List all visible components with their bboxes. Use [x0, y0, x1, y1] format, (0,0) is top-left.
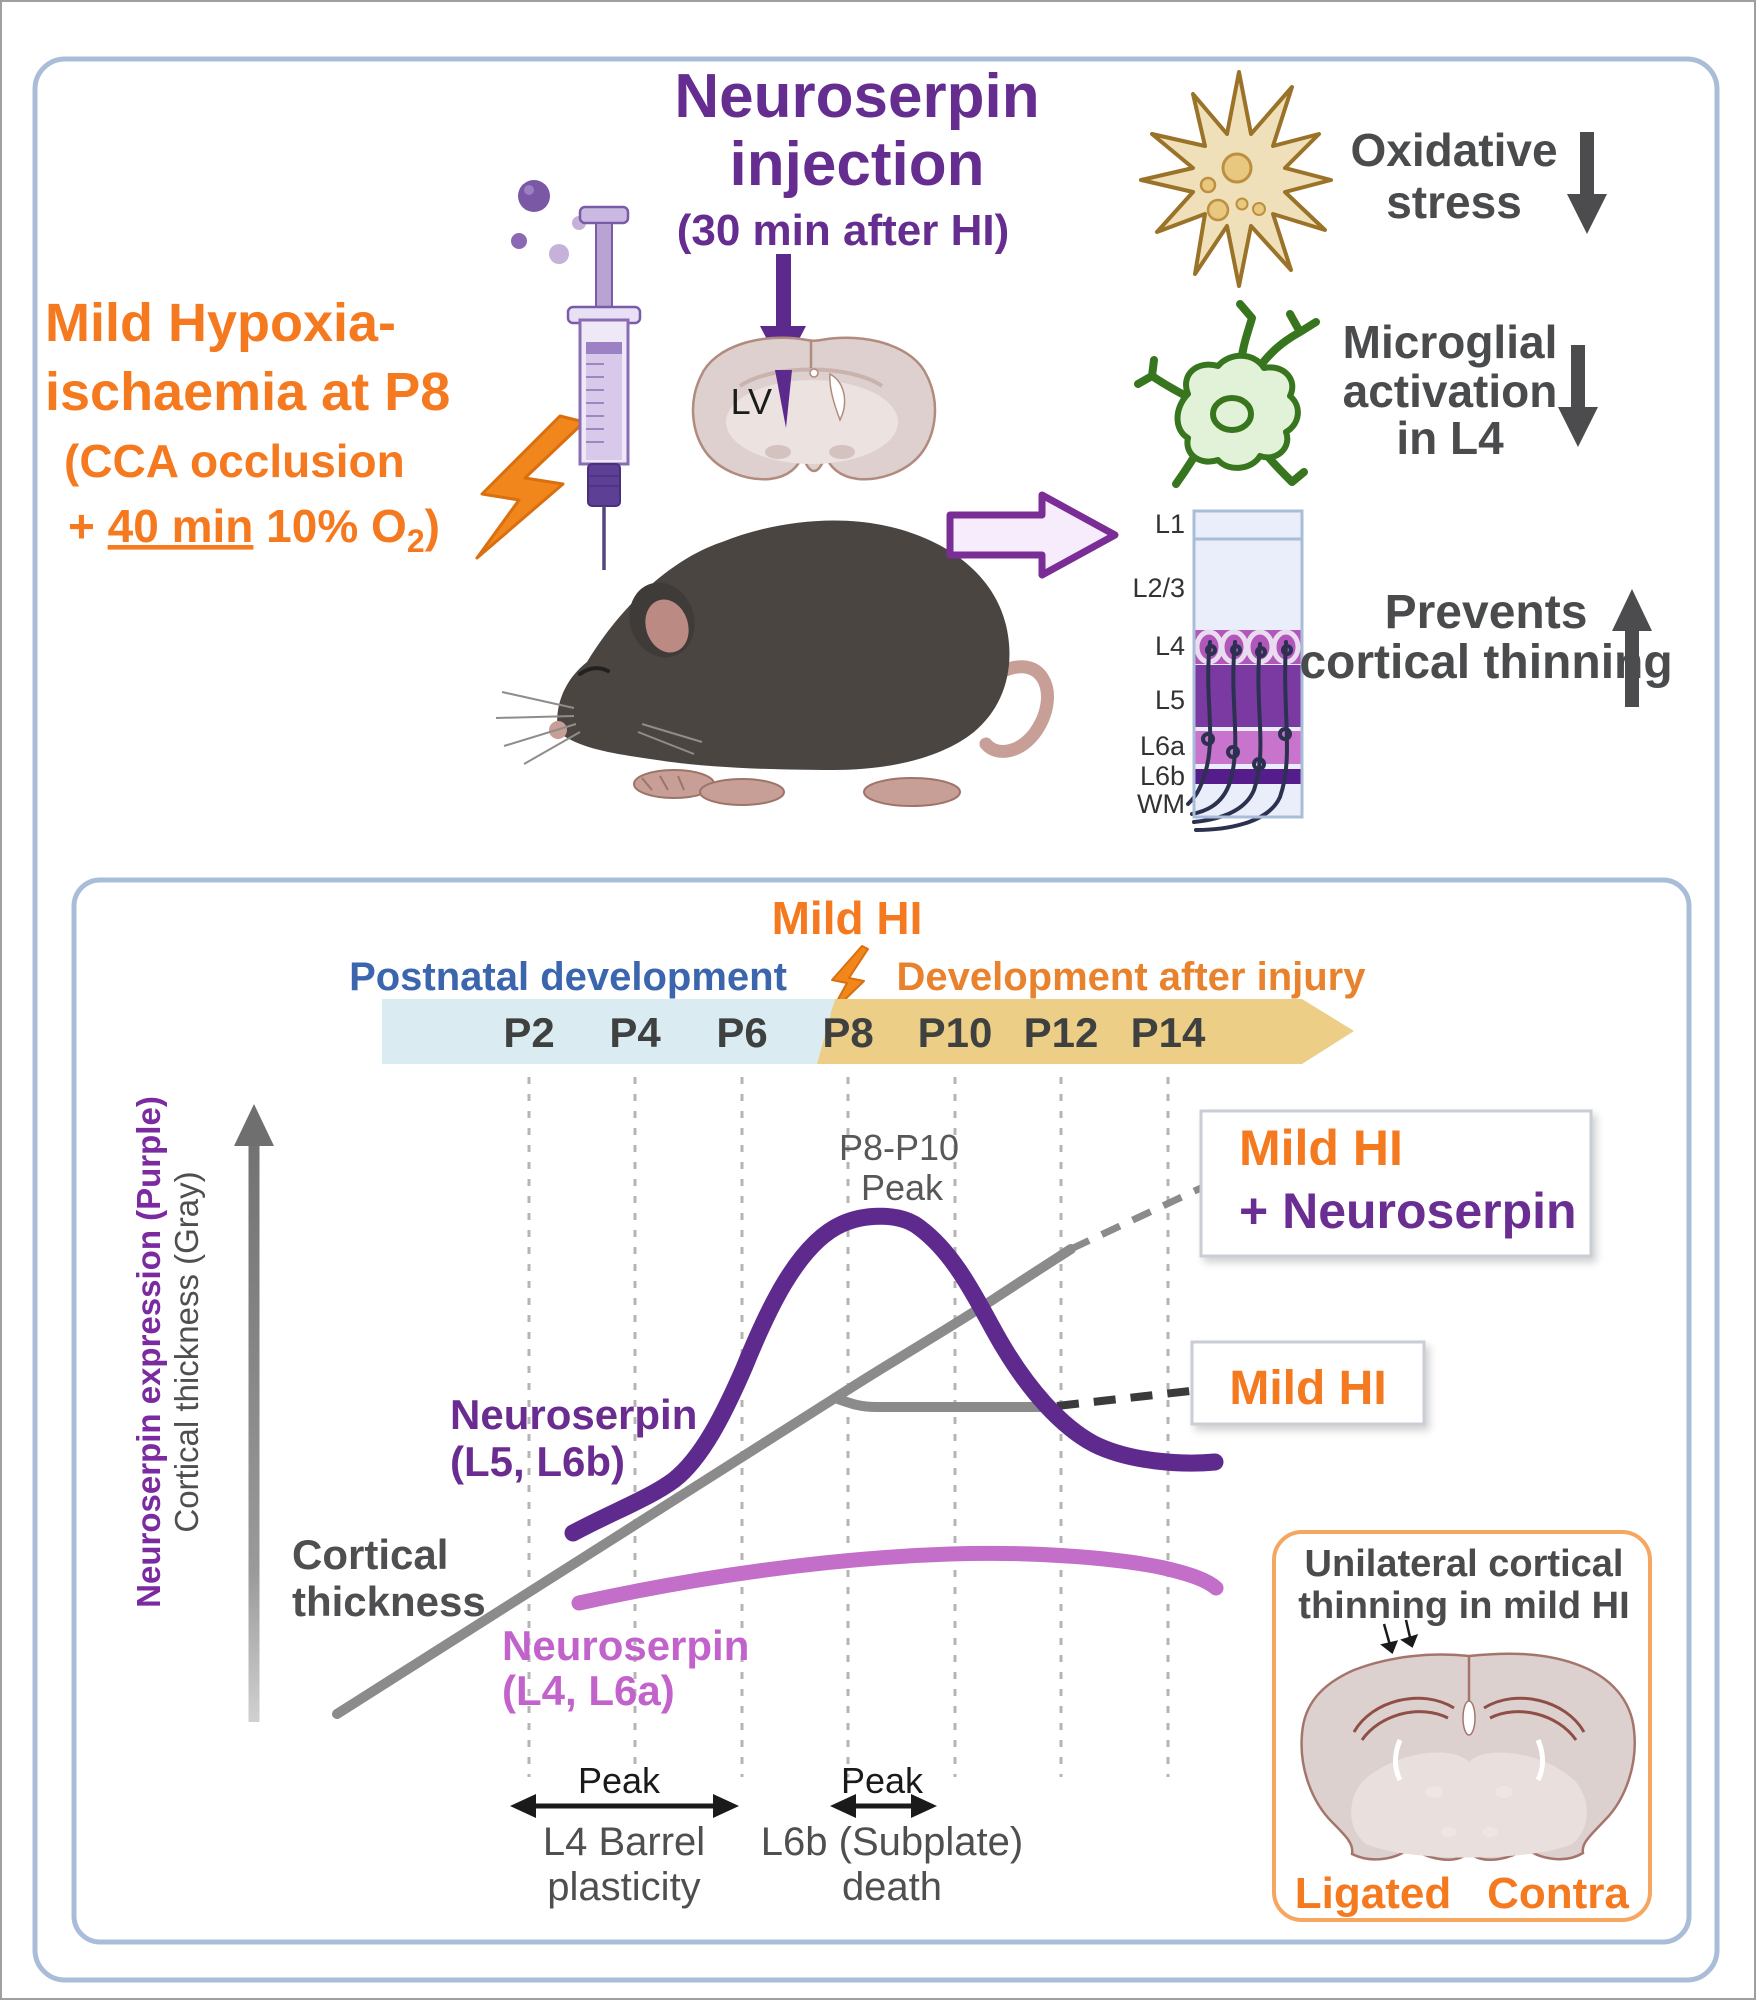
- mouse-eye-icon: [578, 666, 610, 676]
- l4-curve-label-line2: (L4, L6a): [502, 1667, 675, 1714]
- title-subtitle: (30 min after HI): [677, 206, 1010, 255]
- curve-thickness-mildhi-dashed: [1056, 1387, 1191, 1410]
- timeline-pre-label: Postnatal development: [349, 955, 787, 999]
- underlined-duration: 40 min: [108, 500, 254, 552]
- tick-p12: P12: [1024, 1009, 1099, 1056]
- flow-arrow-icon: [946, 491, 1119, 579]
- lv-label: LV: [731, 381, 772, 422]
- timeline-band-post: [817, 999, 1354, 1064]
- thinning-arrows-icon: [1380, 1619, 1419, 1655]
- layer-label-l4: L4: [1155, 631, 1185, 661]
- droplet-icon: [511, 233, 527, 249]
- up-arrow-icon: [1612, 589, 1652, 707]
- peak1-label-line2: plasticity: [547, 1865, 700, 1909]
- brain-coronal-icon: LV: [691, 336, 937, 481]
- inset-title-line2: thinning in mild HI: [1298, 1585, 1629, 1627]
- condition-line2: ischaemia at P8: [45, 362, 450, 422]
- timeline-band-pre: [382, 999, 835, 1064]
- timeline-event-label: Mild HI: [772, 892, 923, 944]
- microglial-label-line2: activation: [1343, 365, 1558, 417]
- droplet-icon: [518, 180, 550, 212]
- peak1-title: Peak: [578, 1760, 661, 1801]
- y-axis-label-gray: Cortical thickness (Gray): [168, 1171, 205, 1532]
- y-axis-arrow-icon: [234, 1104, 274, 1722]
- legend2-label: Mild HI: [1229, 1362, 1386, 1415]
- peak-range-l6b: Peak L6b (Subplate) death: [761, 1760, 1023, 1909]
- timeline-lightning-icon: [829, 945, 869, 1015]
- mouse-forepaw-icon: [699, 778, 785, 806]
- tick-p6: P6: [716, 1009, 767, 1056]
- layer-label-l23: L2/3: [1132, 573, 1185, 603]
- curve-neuroserpin-l4-l6a: [571, 1545, 1224, 1611]
- tick-p14: P14: [1131, 1009, 1206, 1056]
- title-line2: injection: [730, 130, 985, 199]
- l5-curve-label-line2: (L5, L6b): [450, 1438, 625, 1485]
- inset-ligated-label: Ligated: [1295, 1869, 1451, 1918]
- cortical-curve-label-line2: thickness: [292, 1578, 486, 1625]
- prevents-label-line1: Prevents: [1385, 586, 1588, 639]
- peak-annotation-line1: P8-P10: [839, 1127, 959, 1168]
- y-axis-label-purple: Neuroserpin expression (Purple): [130, 1096, 167, 1608]
- lightning-bolt-icon: [475, 414, 586, 560]
- mouse-body-icon: [557, 520, 1010, 770]
- prevents-label-line2: cortical thinning: [1299, 636, 1672, 689]
- microglial-label-line1: Microglial: [1343, 316, 1558, 368]
- inset-brain-icon: [1300, 1652, 1636, 1861]
- injection-track-icon: [775, 370, 792, 428]
- gridlines: [527, 1077, 1170, 1777]
- oxidative-cell-icon: [1139, 70, 1333, 288]
- inset-contra-label: Contra: [1487, 1869, 1629, 1918]
- microglial-label-line3: in L4: [1396, 412, 1504, 464]
- oxidative-label-line1: Oxidative: [1350, 124, 1557, 176]
- curve-thickness-mildhi-plateau: [830, 1393, 1056, 1412]
- down-arrow-icon: [1567, 132, 1607, 234]
- tick-p2: P2: [503, 1009, 554, 1056]
- peak2-title: Peak: [841, 1760, 924, 1801]
- timeline-post-label: Development after injury: [896, 955, 1366, 999]
- mouse-whiskers-icon: [495, 691, 703, 765]
- down-arrow-icon: [1558, 345, 1598, 447]
- layer-label-l1: L1: [1155, 509, 1185, 539]
- peak1-label-line1: L4 Barrel: [543, 1820, 705, 1864]
- layer-label-wm: WM: [1137, 789, 1185, 819]
- peak2-label-line1: L6b (Subplate): [761, 1820, 1023, 1864]
- title-line1: Neuroserpin: [674, 62, 1039, 131]
- layer-label-l5: L5: [1155, 685, 1185, 715]
- cortex-column-icon: [1186, 509, 1304, 832]
- layer-label-l6a: L6a: [1140, 731, 1186, 761]
- microglia-icon: [1134, 300, 1320, 488]
- inset-title-line1: Unilateral cortical: [1305, 1543, 1624, 1585]
- l5-curve-label-line1: Neuroserpin: [450, 1391, 697, 1438]
- mouse-tail-icon: [979, 660, 1054, 758]
- tick-p10: P10: [918, 1009, 993, 1056]
- mouse-hindpaw-icon: [863, 777, 961, 807]
- oxidative-label-line2: stress: [1386, 176, 1522, 228]
- legend1-line2: + Neuroserpin: [1239, 1183, 1577, 1239]
- legend-box-mildhi: [1190, 1340, 1426, 1426]
- syringe-icon: [511, 180, 642, 570]
- peak-range-l4: Peak L4 Barrel plasticity: [510, 1760, 739, 1909]
- mouse-icon: [495, 520, 1054, 807]
- droplet-icon: [549, 244, 569, 264]
- cca-line2: + 40 min 10% O2): [68, 500, 440, 559]
- tick-p8: P8: [822, 1009, 873, 1056]
- curve-neuroserpin-l5-l6b: [564, 1207, 1224, 1542]
- peak2-label-line2: death: [842, 1865, 942, 1909]
- cca-line1: (CCA occlusion: [64, 435, 405, 487]
- peak-annotation-line2: Peak: [861, 1167, 944, 1208]
- curve-thickness-neuroserpin-dashed: [1069, 1184, 1203, 1253]
- l4-curve-label-line1: Neuroserpin: [502, 1622, 749, 1669]
- layer-label-l6b: L6b: [1140, 761, 1185, 791]
- condition-line1: Mild Hypoxia-: [45, 293, 396, 353]
- tick-p4: P4: [609, 1009, 661, 1056]
- legend-box-neuroserpin: [1199, 1109, 1593, 1258]
- cortical-curve-label-line1: Cortical: [292, 1531, 448, 1578]
- legend1-line1: Mild HI: [1239, 1120, 1403, 1176]
- curve-cortical-thickness: [332, 1393, 840, 1719]
